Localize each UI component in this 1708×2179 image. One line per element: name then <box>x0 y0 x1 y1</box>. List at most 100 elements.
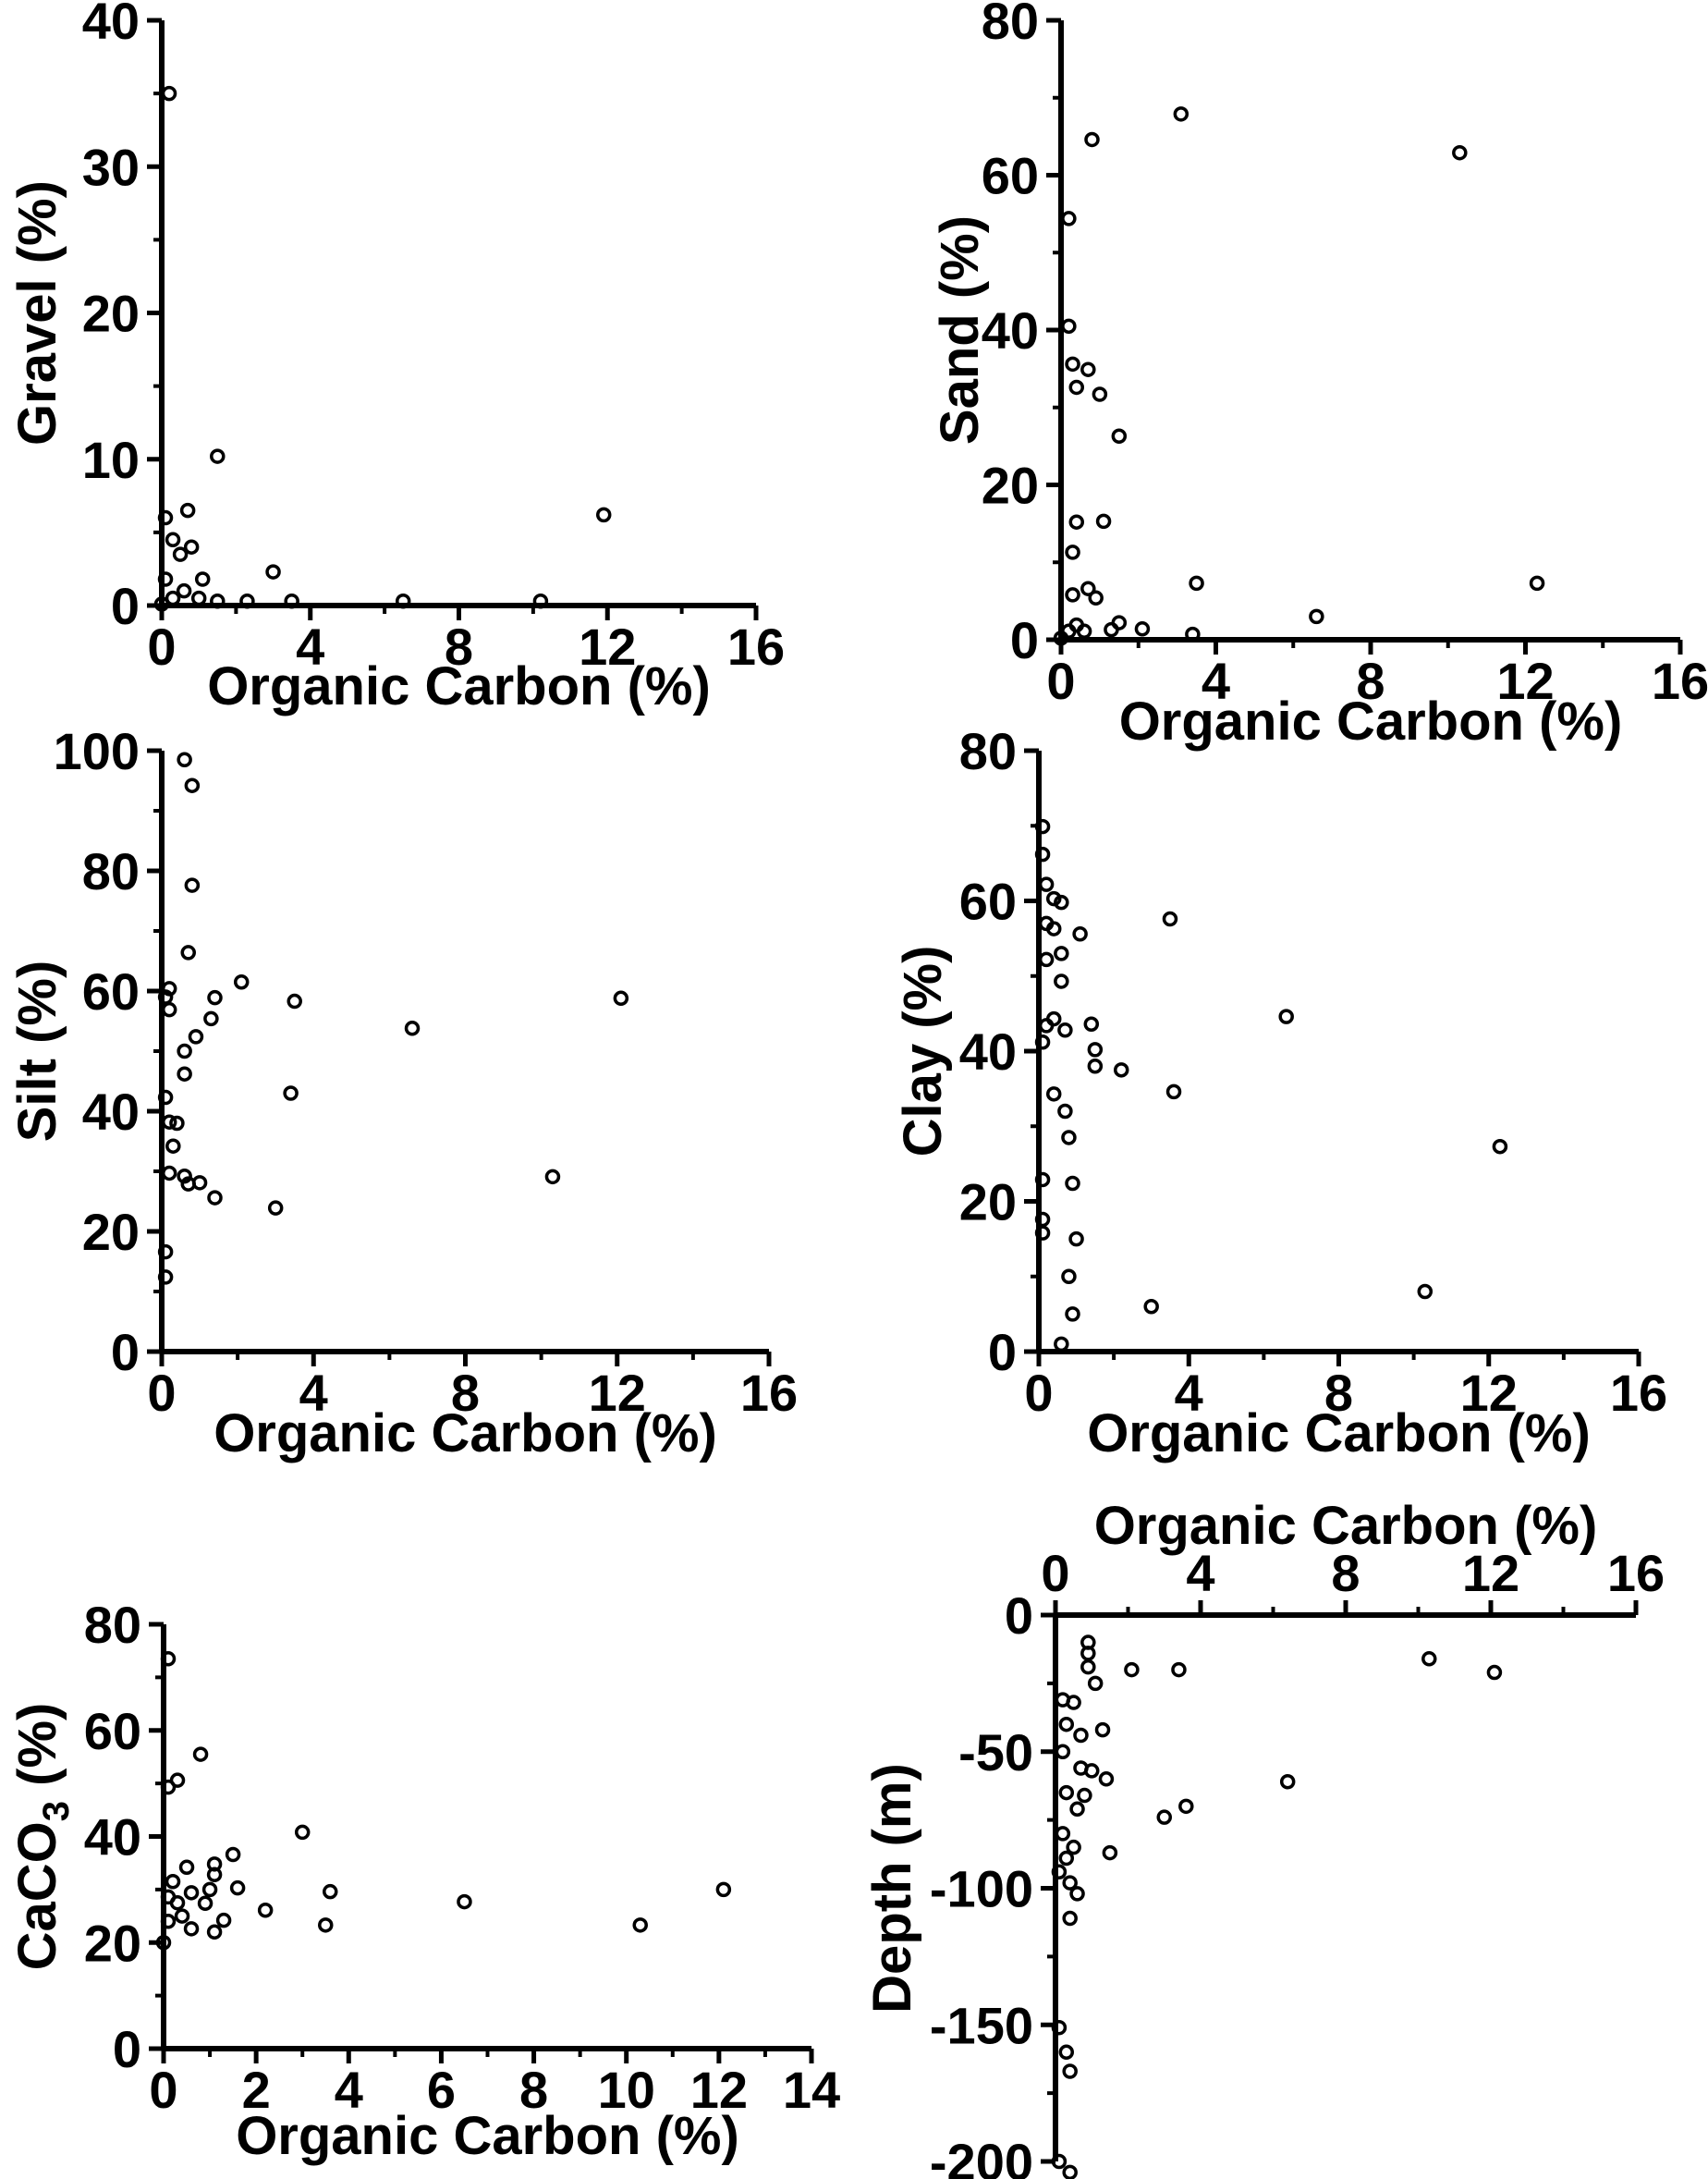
x-tick-label: 4 <box>1175 1364 1203 1422</box>
x-tick-label: 16 <box>727 618 785 676</box>
data-point <box>1452 144 1468 161</box>
data-point <box>1529 575 1545 592</box>
x-tick-label: 0 <box>1041 1544 1069 1602</box>
data-point <box>206 1867 223 1883</box>
data-point <box>1045 1086 1062 1102</box>
data-point <box>1051 1864 1068 1880</box>
data-point <box>1061 1268 1077 1284</box>
data-point <box>1054 1336 1069 1353</box>
data-point <box>1084 1763 1100 1779</box>
y-tick-label: 0 <box>111 1323 140 1381</box>
y-tick-label: 20 <box>84 1914 141 1972</box>
data-point <box>1034 1171 1051 1188</box>
data-point <box>1057 1022 1073 1038</box>
y-tick-label: 60 <box>959 873 1017 931</box>
data-point <box>1061 1130 1077 1145</box>
data-point <box>160 1779 177 1795</box>
y-tick-label: 0 <box>113 2020 141 2078</box>
data-point <box>184 877 201 893</box>
x-tick-label: 12 <box>690 2061 748 2119</box>
data-point <box>225 1846 241 1863</box>
data-point <box>1111 428 1128 444</box>
y-tick-label: 100 <box>54 722 140 780</box>
data-point <box>1162 911 1178 927</box>
x-axis-label: Organic Carbon (%) <box>1119 692 1623 752</box>
data-point <box>1171 1661 1187 1678</box>
y-tick-label: 20 <box>82 285 140 343</box>
data-point <box>265 564 281 580</box>
data-point <box>395 594 411 609</box>
data-point <box>157 1269 174 1285</box>
data-point <box>1038 1018 1055 1034</box>
y-axis-label: CaCO3 (%) <box>7 1703 77 1971</box>
data-point <box>1068 379 1084 396</box>
data-point <box>1098 1771 1115 1787</box>
data-point <box>1038 876 1055 892</box>
data-point <box>1062 1910 1078 1927</box>
x-tick-label: 8 <box>1356 652 1385 710</box>
data-point <box>1080 581 1096 596</box>
data-point <box>1113 1062 1129 1078</box>
data-point <box>210 448 226 464</box>
data-point <box>194 571 211 587</box>
y-tick-label: 80 <box>82 842 140 900</box>
x-tick-label: 6 <box>427 2061 456 2119</box>
data-point <box>161 1114 177 1130</box>
y-tick-label: 80 <box>84 1596 141 1654</box>
x-axis-label: Organic Carbon (%) <box>236 2106 739 2166</box>
x-tick-label: 8 <box>1331 1544 1360 1602</box>
x-tick-label: 4 <box>296 618 324 676</box>
data-point <box>1084 131 1100 148</box>
x-tick-label: 12 <box>1496 652 1554 710</box>
data-point <box>203 1010 219 1027</box>
data-point <box>1066 1839 1081 1855</box>
data-point <box>1055 1826 1071 1842</box>
data-point <box>178 1859 195 1876</box>
data-point <box>183 539 200 555</box>
x-tick-label: 16 <box>1652 652 1708 710</box>
x-tick-label: 10 <box>598 2061 655 2119</box>
y-tick-label: -50 <box>958 1723 1033 1781</box>
x-tick-label: 8 <box>519 2061 548 2119</box>
y-tick-label: 80 <box>959 722 1017 780</box>
data-point <box>184 777 201 793</box>
data-point <box>201 1881 218 1898</box>
data-point <box>1068 514 1084 530</box>
y-tick-label: 20 <box>959 1173 1017 1231</box>
data-point <box>267 1200 284 1216</box>
data-point <box>157 1089 174 1106</box>
data-point <box>1189 575 1204 592</box>
y-axis-label: Gravel (%) <box>7 180 67 446</box>
data-point <box>1068 1230 1084 1247</box>
x-tick-label: 16 <box>1607 1544 1665 1602</box>
data-point <box>1076 623 1092 640</box>
data-point <box>1053 630 1069 646</box>
data-point <box>1072 926 1088 942</box>
gravel-panel: 0 4 8 12 16 0 10 20 30 40 Organic Carbon (%) Gravel… <box>7 0 785 716</box>
y-tick-label: 20 <box>982 457 1039 515</box>
y-axis-label: Silt (%) <box>7 961 67 1143</box>
data-point <box>157 509 174 526</box>
data-point <box>1058 1716 1075 1732</box>
y-axis-label: Clay (%) <box>893 946 953 1157</box>
y-tick-label: -150 <box>930 1996 1033 2054</box>
x-tick-label: 2 <box>242 2061 271 2119</box>
data-point <box>1062 2164 1078 2179</box>
data-point <box>177 752 192 767</box>
data-point <box>1045 921 1062 936</box>
data-point <box>161 85 177 102</box>
x-tick-label: 0 <box>1046 652 1075 710</box>
data-point <box>287 993 302 1010</box>
data-point <box>1080 361 1096 377</box>
data-point <box>544 1169 561 1185</box>
caco3-panel: 0 2 4 6 8 10 12 14 0 20 40 60 80 Organic Carbon (%) Ca… <box>7 1596 840 2166</box>
y-axis-label: Sand (%) <box>930 215 990 445</box>
data-point <box>1156 1809 1172 1825</box>
data-point <box>1057 1103 1073 1120</box>
x-tick-label: 4 <box>335 2061 363 2119</box>
y-tick-label: 40 <box>982 301 1039 360</box>
data-point <box>294 1824 311 1841</box>
data-point <box>1034 818 1051 835</box>
data-point <box>1034 1034 1051 1050</box>
